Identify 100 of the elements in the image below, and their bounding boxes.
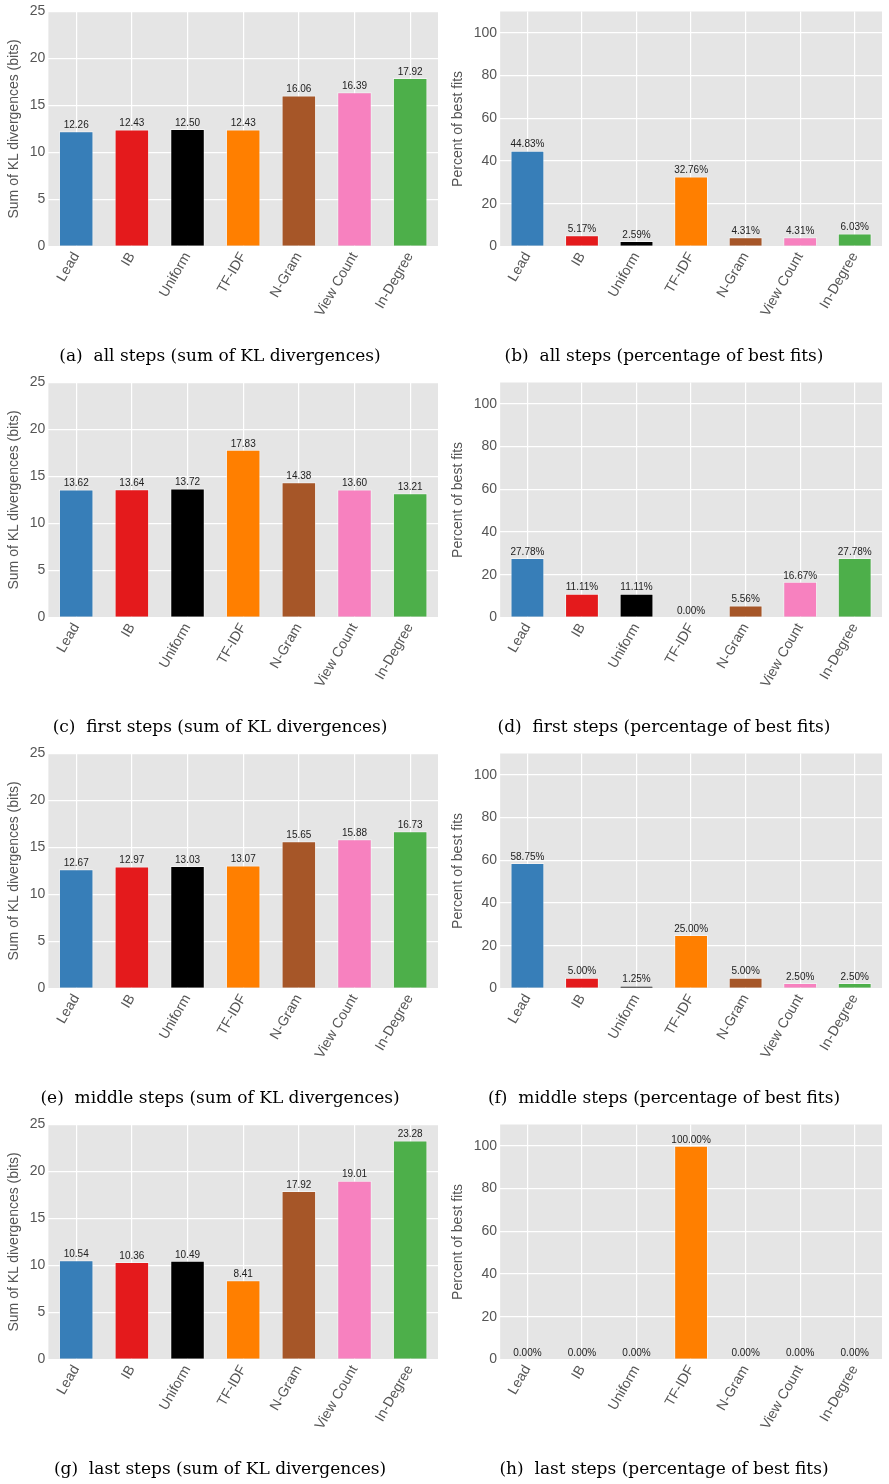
y-tick-label: 15 <box>29 838 46 855</box>
data-label: 5.56% <box>731 593 760 605</box>
y-tick-label: 80 <box>481 437 498 454</box>
text: (a) all steps (sum of KL divergences) <box>59 345 381 366</box>
data-label: 10.49 <box>175 1248 201 1260</box>
y-tick-label: 0 <box>489 1350 498 1367</box>
y-tick-label: 60 <box>481 109 498 126</box>
y-tick-label: 80 <box>481 66 498 83</box>
data-label: 17.92 <box>286 1178 312 1190</box>
y-tick-label: 0 <box>37 1350 46 1367</box>
data-label: 16.39 <box>341 80 368 92</box>
text: (c) first steps (sum of KL divergences) <box>52 716 388 737</box>
data-label: 12.97 <box>119 854 145 866</box>
data-label: 0.00% <box>676 605 706 617</box>
data-label: 5.17% <box>567 223 597 235</box>
data-label: 12.43 <box>119 117 145 129</box>
y-axis-title: Percent of best fits <box>449 812 466 929</box>
data-label: 12.67 <box>63 857 90 869</box>
y-tick-label: 5 <box>37 932 46 949</box>
data-label: 11.11% <box>565 581 599 593</box>
data-label: 17.83 <box>230 437 257 449</box>
y-axis-title: Percent of best fits <box>449 441 466 558</box>
data-label: 2.59% <box>622 228 651 240</box>
data-label: 16.73 <box>397 818 424 830</box>
data-label: 13.03 <box>175 853 201 865</box>
y-tick-label: 40 <box>481 151 498 168</box>
x-tick-label: IB <box>567 249 588 269</box>
y-axis-title: Sum of KL divergences (bits) <box>5 39 22 219</box>
data-label: 32.76% <box>674 164 709 176</box>
y-tick-label: 15 <box>29 96 46 113</box>
y-tick-label: 25 <box>29 744 46 761</box>
y-tick-label: 40 <box>481 893 498 910</box>
data-label: 15.88 <box>341 826 368 838</box>
y-tick-label: 10 <box>29 143 46 160</box>
x-tick-label: IB <box>117 249 138 269</box>
data-label: 13.21 <box>397 480 424 492</box>
data-label: 11.11% <box>620 581 653 593</box>
data-label: 0.00% <box>622 1347 651 1359</box>
data-label: 5.00% <box>567 965 597 977</box>
data-label: 0.00% <box>786 1347 815 1359</box>
data-label: 44.83% <box>510 138 545 150</box>
data-label: 10.36 <box>119 1249 145 1261</box>
y-axis-title: Sum of KL divergences (bits) <box>5 410 22 590</box>
y-tick-label: 20 <box>481 565 498 582</box>
y-tick-label: 20 <box>481 936 498 953</box>
y-tick-label: 0 <box>37 237 46 254</box>
y-tick-label: 5 <box>37 561 46 578</box>
data-label: 6.03% <box>840 221 870 233</box>
data-label: 12.43 <box>230 117 257 129</box>
data-label: 10.54 <box>63 1248 90 1260</box>
data-label: 13.62 <box>63 477 90 489</box>
text: (b) all steps (percentage of best fits) <box>504 345 824 366</box>
data-label: 4.31% <box>731 224 760 236</box>
text: (d) first steps (percentage of best fits) <box>497 716 831 737</box>
y-tick-label: 15 <box>29 467 46 484</box>
data-label: 5.00% <box>731 965 760 977</box>
data-label: 0.00% <box>567 1347 597 1359</box>
data-label: 100.00% <box>671 1133 711 1145</box>
text: (h) last steps (percentage of best fits) <box>499 1458 829 1479</box>
data-label: 13.72 <box>175 476 201 488</box>
data-label: 25.00% <box>674 922 709 934</box>
y-tick-label: 0 <box>489 608 498 625</box>
y-tick-label: 80 <box>481 1179 498 1196</box>
y-tick-label: 10 <box>29 885 46 902</box>
y-tick-label: 20 <box>29 420 46 437</box>
y-axis-title: Percent of best fits <box>449 1183 466 1300</box>
x-tick-label: IB <box>567 991 588 1011</box>
y-tick-label: 100 <box>473 1136 498 1153</box>
y-tick-label: 5 <box>37 1303 46 1320</box>
y-tick-label: 80 <box>481 808 498 825</box>
y-tick-label: 0 <box>489 237 498 254</box>
y-tick-label: 20 <box>481 1307 498 1324</box>
data-label: 8.41 <box>233 1268 254 1280</box>
y-tick-label: 25 <box>29 373 46 390</box>
text: (g) last steps (sum of KL divergences) <box>53 1458 387 1479</box>
data-label: 12.26 <box>63 118 90 130</box>
data-label: 4.31% <box>786 224 815 236</box>
data-label: 19.01 <box>341 1168 368 1180</box>
y-tick-label: 40 <box>481 1264 498 1281</box>
y-tick-label: 20 <box>481 194 498 211</box>
x-tick-label: IB <box>117 991 138 1011</box>
data-label: 15.65 <box>286 829 312 841</box>
x-tick-label: IB <box>117 620 138 640</box>
y-tick-label: 10 <box>29 514 46 531</box>
data-label: 0.00% <box>513 1347 542 1359</box>
data-label: 0.00% <box>731 1347 760 1359</box>
y-axis-title: Sum of KL divergences (bits) <box>5 1152 22 1332</box>
y-tick-label: 60 <box>481 480 498 497</box>
y-tick-label: 0 <box>37 608 46 625</box>
data-label: 13.64 <box>119 476 145 488</box>
y-tick-label: 20 <box>29 791 46 808</box>
y-tick-label: 100 <box>473 765 498 782</box>
y-tick-label: 100 <box>473 394 498 411</box>
y-axis-title: Percent of best fits <box>449 70 466 187</box>
y-tick-label: 10 <box>29 1256 46 1273</box>
data-label: 23.28 <box>397 1128 424 1140</box>
data-label: 16.67% <box>783 569 818 581</box>
y-tick-label: 20 <box>29 49 46 66</box>
data-label: 58.75% <box>510 850 545 862</box>
y-tick-label: 60 <box>481 1222 498 1239</box>
